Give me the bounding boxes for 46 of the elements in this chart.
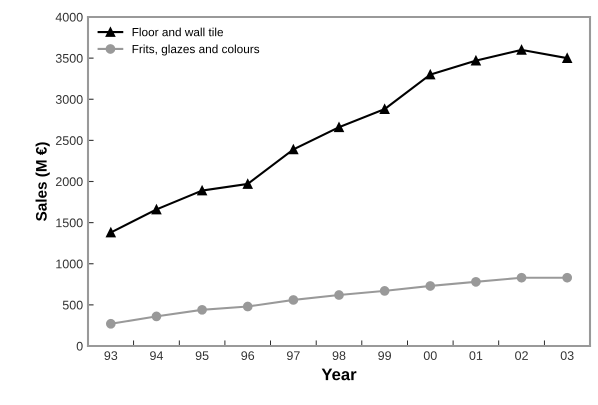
y-tick-label: 3000: [56, 95, 83, 104]
point: [380, 286, 390, 296]
point: [334, 122, 344, 132]
point: [562, 272, 572, 283]
y-tick-label: 1500: [56, 218, 83, 228]
y-tick-label: 1000: [56, 260, 83, 268]
x-tick-label: 03: [560, 351, 574, 360]
x-tick-label: 00: [424, 351, 437, 360]
x-tick-label: 94: [150, 351, 164, 360]
point: [152, 204, 162, 214]
y-tick-label: 500: [62, 300, 83, 310]
point: [106, 228, 116, 238]
point: [516, 272, 526, 283]
legend-label: Frits, glazes and colours: [132, 44, 260, 56]
legend-label: Floor and wall tile: [132, 28, 224, 36]
y-tick-label: 4000: [56, 12, 83, 22]
x-axis-title: Year: [322, 368, 356, 380]
x-tick-label: 95: [196, 351, 209, 360]
point: [197, 304, 207, 315]
point: [425, 281, 436, 291]
x-tick-label: 02: [515, 351, 528, 360]
point: [471, 276, 481, 287]
point: [242, 302, 253, 312]
point: [334, 290, 344, 300]
point: [242, 179, 253, 189]
point: [380, 104, 390, 114]
point: [197, 186, 207, 196]
x-tick-label: 99: [378, 351, 391, 360]
x-tick-label: 93: [104, 351, 118, 360]
point: [516, 45, 526, 55]
y-tick-label: 2500: [56, 136, 83, 146]
point: [425, 70, 436, 80]
point: [106, 318, 116, 329]
point: [288, 144, 298, 154]
y-axis-title: Sales (M €): [36, 142, 50, 221]
point: [471, 56, 481, 66]
y-tick-label: 0: [76, 342, 83, 351]
point: [288, 295, 298, 305]
x-tick-label: 96: [241, 351, 254, 360]
x-tick-label: 01: [469, 351, 482, 360]
point: [562, 53, 572, 63]
x-tick-label: 98: [332, 351, 346, 360]
point: [152, 312, 162, 322]
y-tick-label: 2000: [56, 177, 83, 186]
x-tick-label: 97: [287, 351, 300, 360]
y-tick-label: 3500: [56, 54, 83, 63]
